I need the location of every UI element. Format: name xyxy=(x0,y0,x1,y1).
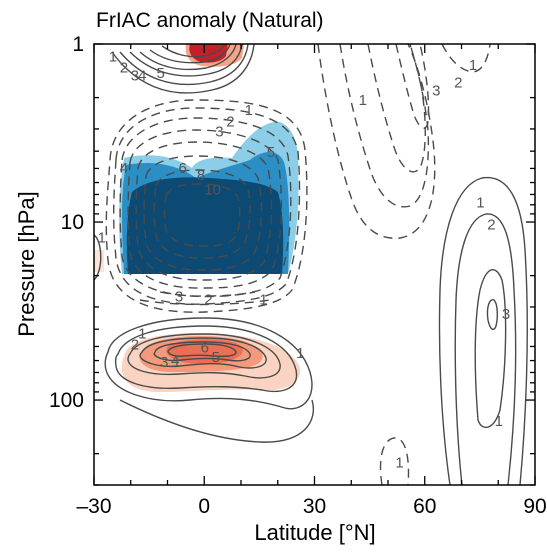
contour-line xyxy=(139,299,271,306)
x-tick-label: 90 xyxy=(523,495,546,518)
contour-line xyxy=(94,234,102,281)
contour-label: 1 xyxy=(259,291,267,308)
contour-label: 2 xyxy=(204,291,212,308)
contour-line xyxy=(149,44,231,64)
contour-line xyxy=(111,44,255,94)
contour-label: 2 xyxy=(226,113,234,130)
contour-label: 1 xyxy=(98,229,106,246)
contour-line xyxy=(135,141,273,281)
contour-label: 1 xyxy=(296,345,304,362)
contour-line xyxy=(153,169,251,259)
contour-label: 1 xyxy=(359,92,367,109)
contour-label: 10 xyxy=(204,181,221,198)
contour-line xyxy=(114,325,298,393)
y-tick-label: 100 xyxy=(49,389,84,412)
x-tick-label: 30 xyxy=(303,495,326,518)
y-tick-label: 1 xyxy=(72,33,84,56)
contour-line xyxy=(119,399,314,443)
contour-label: 5 xyxy=(212,349,220,366)
contour-line xyxy=(441,44,491,73)
contour-label: 3 xyxy=(502,306,510,323)
contour-label: 1 xyxy=(138,325,146,342)
contour-line xyxy=(119,117,292,297)
contour-label: 2 xyxy=(120,60,128,77)
contour-line xyxy=(486,299,499,331)
contour-line xyxy=(143,155,263,271)
contour-line xyxy=(317,44,436,239)
contour-label: 8 xyxy=(197,167,205,184)
axis-ticks xyxy=(93,43,536,486)
contour-line xyxy=(139,44,237,71)
contour-label: 3 xyxy=(160,354,168,371)
y-tick-labels: 1 10 100 xyxy=(49,33,84,412)
contour-label: 6 xyxy=(201,339,209,356)
x-tick-labels: –30 0 30 60 90 xyxy=(76,495,546,518)
contour-label: 2 xyxy=(454,74,462,91)
contour-line xyxy=(105,99,308,313)
contour-line xyxy=(159,291,256,298)
contour-label: 1 xyxy=(495,413,503,430)
contour-label: 5 xyxy=(156,65,164,82)
contour-label: 1 xyxy=(109,48,117,65)
contour-line xyxy=(167,343,237,358)
x-tick-label: 0 xyxy=(198,495,210,518)
contour-label: 4 xyxy=(138,67,146,84)
x-tick-label: 60 xyxy=(413,495,436,518)
contour-label: 3 xyxy=(215,123,223,140)
contour-label: 3 xyxy=(175,289,183,306)
contour-line xyxy=(438,176,528,485)
contour-label: 1 xyxy=(245,102,253,119)
contour-line xyxy=(161,44,225,58)
contour-label: 4 xyxy=(120,160,128,177)
contour-label: 2 xyxy=(487,216,495,233)
y-tick-label: 10 xyxy=(61,211,84,234)
contour-line xyxy=(153,341,251,362)
contour-line xyxy=(129,44,243,77)
positive-shading-light-edge xyxy=(94,250,104,272)
contour-line xyxy=(127,129,283,289)
shaded-anomaly-regions xyxy=(94,44,301,392)
contour-line xyxy=(119,44,249,86)
y-axis-title: Pressure [hPa] xyxy=(14,191,39,337)
contour-label: 1 xyxy=(476,195,484,212)
contour-label: 5 xyxy=(267,144,275,161)
contour-label: 3 xyxy=(131,67,139,84)
contour-line xyxy=(104,317,313,410)
x-axis-title: Latitude [°N] xyxy=(254,520,375,545)
contour-line xyxy=(127,333,281,379)
contour-line xyxy=(339,44,430,208)
contour-label: 1 xyxy=(395,455,403,472)
contour-line xyxy=(474,269,507,429)
contour-lines xyxy=(94,44,528,485)
contour-label: 4 xyxy=(171,353,179,370)
contour-label: 1 xyxy=(469,57,477,74)
plot-area xyxy=(94,44,528,485)
contour-line xyxy=(163,183,241,247)
contour-line xyxy=(395,44,430,129)
contour-line xyxy=(379,437,410,485)
contour-label: 6 xyxy=(179,160,187,177)
contour-line xyxy=(139,337,267,369)
chart-title: FrIAC anomaly (Natural) xyxy=(96,9,324,32)
contour-line xyxy=(454,213,517,485)
x-tick-label: –30 xyxy=(76,495,111,518)
contour-line xyxy=(367,44,426,173)
contour-label: 2 xyxy=(131,336,139,353)
contour-label: 3 xyxy=(432,83,440,100)
